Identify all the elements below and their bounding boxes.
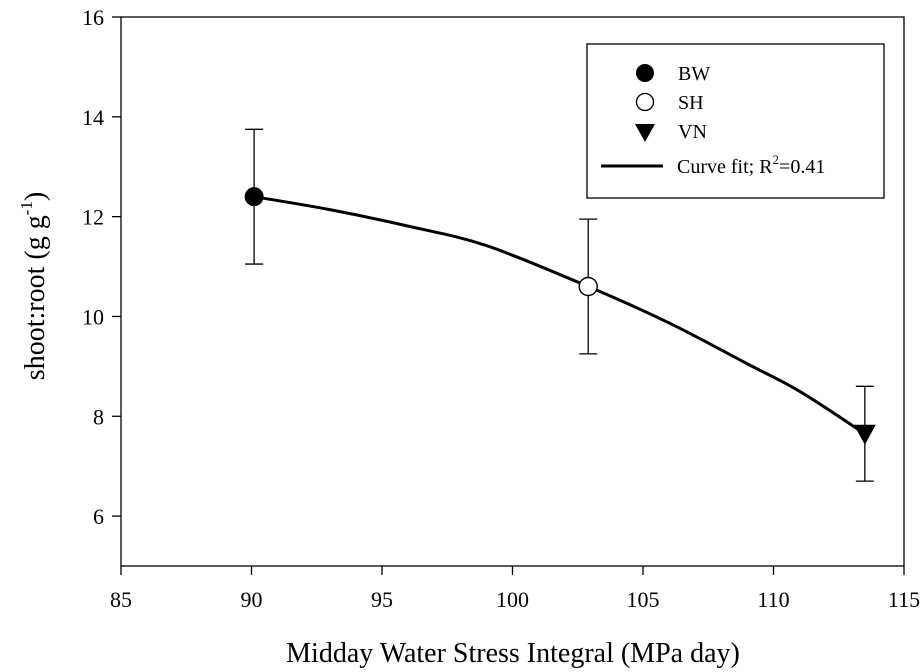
legend-label-bw: BW bbox=[678, 63, 710, 85]
legend-curve-fit-superscript: 2 bbox=[773, 152, 780, 167]
legend-label-curve-fit: Curve fit; R2=0.41 bbox=[677, 152, 825, 178]
y-axis-title-tail: ) bbox=[20, 192, 51, 201]
legend-label-sh: SH bbox=[678, 92, 704, 114]
y-tick-label: 16 bbox=[82, 5, 104, 30]
y-tick-label: 14 bbox=[82, 105, 104, 130]
axis-ticks: 85 90 95 100 105 110 115 6 8 10 12 14 16 bbox=[82, 5, 920, 612]
y-tick-label: 8 bbox=[93, 404, 104, 429]
x-tick-label: 95 bbox=[371, 587, 393, 612]
legend-marker-vn bbox=[635, 124, 655, 142]
y-axis-title-superscript: -1 bbox=[17, 201, 36, 215]
legend-marker-sh bbox=[635, 92, 655, 112]
x-tick-label: 100 bbox=[496, 587, 529, 612]
legend: BW SH VN Curve fit; R2=0.41 bbox=[586, 43, 885, 199]
x-tick-label: 90 bbox=[241, 587, 263, 612]
legend-curve-fit-main: Curve fit; R bbox=[677, 156, 773, 178]
y-tick-label: 6 bbox=[93, 504, 104, 529]
x-axis-title: Midday Water Stress Integral (MPa day) bbox=[286, 638, 740, 669]
x-tick-label: 105 bbox=[627, 587, 660, 612]
legend-curve-fit-tail: =0.41 bbox=[779, 156, 825, 178]
curve-fit-line bbox=[253, 195, 866, 435]
point-bw bbox=[244, 187, 264, 207]
legend-label-vn: VN bbox=[678, 121, 707, 143]
x-tick-label: 115 bbox=[888, 587, 920, 612]
curve-fit bbox=[253, 195, 866, 435]
y-axis-title-main: shoot:root (g g bbox=[20, 215, 51, 380]
x-tick-label: 85 bbox=[110, 587, 132, 612]
y-tick-label: 12 bbox=[82, 205, 104, 230]
point-sh bbox=[578, 276, 598, 297]
x-tick-label: 110 bbox=[757, 587, 789, 612]
legend-marker-bw bbox=[636, 64, 654, 82]
point-vn bbox=[853, 424, 876, 445]
y-tick-label: 10 bbox=[82, 304, 104, 329]
data-points bbox=[244, 128, 876, 482]
legend-box bbox=[586, 43, 885, 199]
y-axis-title: shoot:root (g g-1) bbox=[17, 192, 51, 380]
